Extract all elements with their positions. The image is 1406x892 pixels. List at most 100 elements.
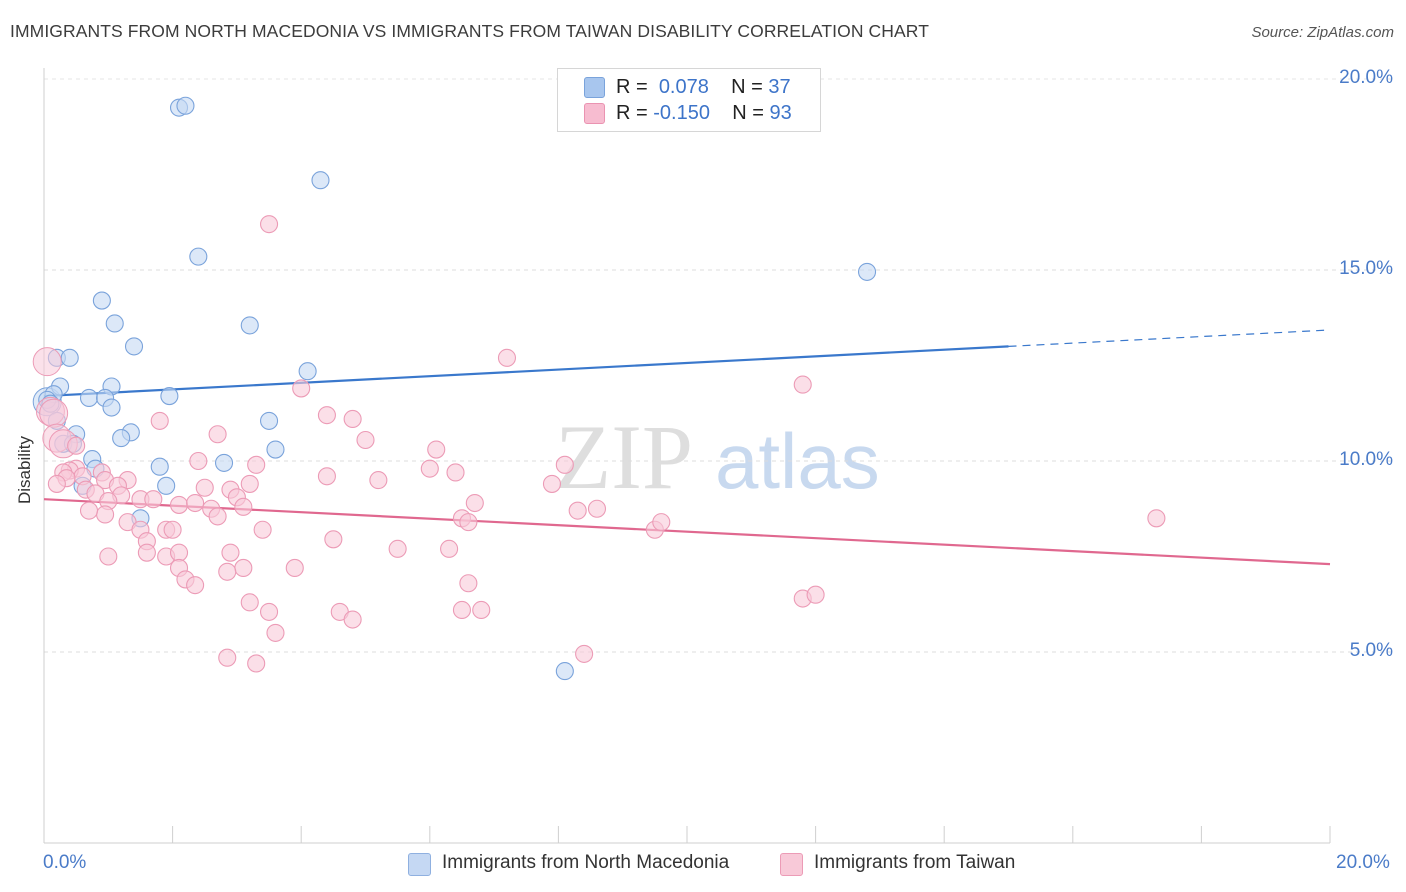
trend-line-north-macedonia-extension [1008,329,1331,347]
legend-swatch-taiwan [584,103,605,124]
point-taiwan [472,600,491,620]
point-taiwan [420,459,439,478]
point-taiwan [446,463,465,482]
point-taiwan [186,493,205,513]
point-taiwan [317,406,336,425]
y-tick-label: 10.0% [1339,449,1393,470]
y-axis-label: Disability [15,435,34,505]
watermark-zip: ZIP [555,406,693,508]
legend-n-value-taiwan: 93 [769,102,792,124]
legend-stats-taiwan: R = -0.150 N = 93 [616,102,792,124]
point-taiwan [221,543,240,562]
point-taiwan [497,348,517,367]
point-north-macedonia [189,247,208,266]
legend-r-value-taiwan: -0.150 [653,102,710,124]
series-label-taiwan: Immigrants from Taiwan [814,852,1016,873]
x-tick-label-min: 0.0% [43,852,87,873]
point-taiwan [218,562,237,581]
point-taiwan [208,425,227,444]
point-north-macedonia [266,440,285,459]
point-north-macedonia [298,362,317,381]
point-taiwan [259,602,279,621]
point-taiwan [452,600,472,620]
point-taiwan [324,530,343,549]
legend-stats-north-macedonia: R = 0.078 N = 37 [616,76,791,98]
point-taiwan [247,455,266,474]
point-north-macedonia [124,337,144,356]
trend-lines [43,329,1331,566]
point-taiwan [343,610,362,629]
point-north-macedonia [555,662,574,681]
point-north-macedonia [311,171,330,190]
y-axis-label-wrap: Disability [10,400,40,540]
point-taiwan [259,215,279,234]
point-taiwan [234,558,253,578]
point-taiwan [240,474,259,493]
axes [43,68,1331,844]
point-taiwan [652,513,671,532]
x-tick-label-max: 20.0% [1336,852,1390,873]
point-north-macedonia [176,96,195,115]
data-points [32,96,1166,681]
point-north-macedonia [157,476,176,495]
point-taiwan [542,474,562,493]
point-taiwan [427,440,446,459]
point-north-macedonia [240,316,259,335]
point-taiwan [568,501,587,520]
point-taiwan [169,495,189,514]
legend-r-value-north-macedonia: 0.078 [658,76,709,98]
point-taiwan [459,574,478,593]
trend-line-north-macedonia [43,345,1009,398]
point-taiwan [292,379,311,398]
point-taiwan [459,513,478,532]
series-swatch-north-macedonia [408,853,431,876]
point-taiwan [195,478,214,497]
y-tick-label: 15.0% [1339,258,1393,279]
point-taiwan [793,375,812,394]
point-north-macedonia [102,398,121,417]
y-tick-label: 20.0% [1339,67,1393,88]
point-north-macedonia [112,429,131,448]
point-taiwan [99,547,118,566]
point-north-macedonia [214,453,234,472]
point-taiwan [1147,509,1166,528]
point-taiwan [234,497,253,516]
point-north-macedonia [160,387,179,406]
point-north-macedonia [60,348,79,367]
point-taiwan [343,409,362,429]
point-north-macedonia [105,314,124,333]
point-taiwan [266,623,285,642]
point-taiwan [208,507,227,526]
point-taiwan [806,585,825,604]
point-taiwan [189,451,208,471]
correlation-legend: R = 0.078 N = 37 R = -0.150 N = 93 [557,68,821,132]
point-taiwan-large [39,398,69,428]
point-taiwan [169,543,189,562]
point-taiwan [186,576,205,595]
point-taiwan [440,539,459,558]
point-taiwan [587,499,607,518]
point-taiwan [253,520,272,539]
point-north-macedonia [857,262,877,281]
point-taiwan [218,648,237,667]
point-taiwan [575,644,594,663]
point-taiwan [137,543,156,562]
point-taiwan [47,474,66,493]
point-taiwan [317,467,336,486]
series-label-north-macedonia: Immigrants from North Macedonia [442,852,730,873]
point-taiwan [369,471,388,490]
point-north-macedonia [150,457,169,476]
legend-swatch-north-macedonia [584,77,605,98]
point-taiwan [356,430,375,450]
point-taiwan [388,539,407,558]
legend-n-value-north-macedonia: 37 [768,76,791,98]
point-taiwan [163,520,182,539]
series-swatch-taiwan [780,853,803,876]
point-taiwan [150,411,169,430]
point-taiwan-large [32,347,62,377]
point-taiwan [555,455,574,474]
point-taiwan [96,505,115,524]
point-north-macedonia [92,291,111,310]
point-taiwan [79,501,99,520]
point-taiwan [144,490,163,509]
